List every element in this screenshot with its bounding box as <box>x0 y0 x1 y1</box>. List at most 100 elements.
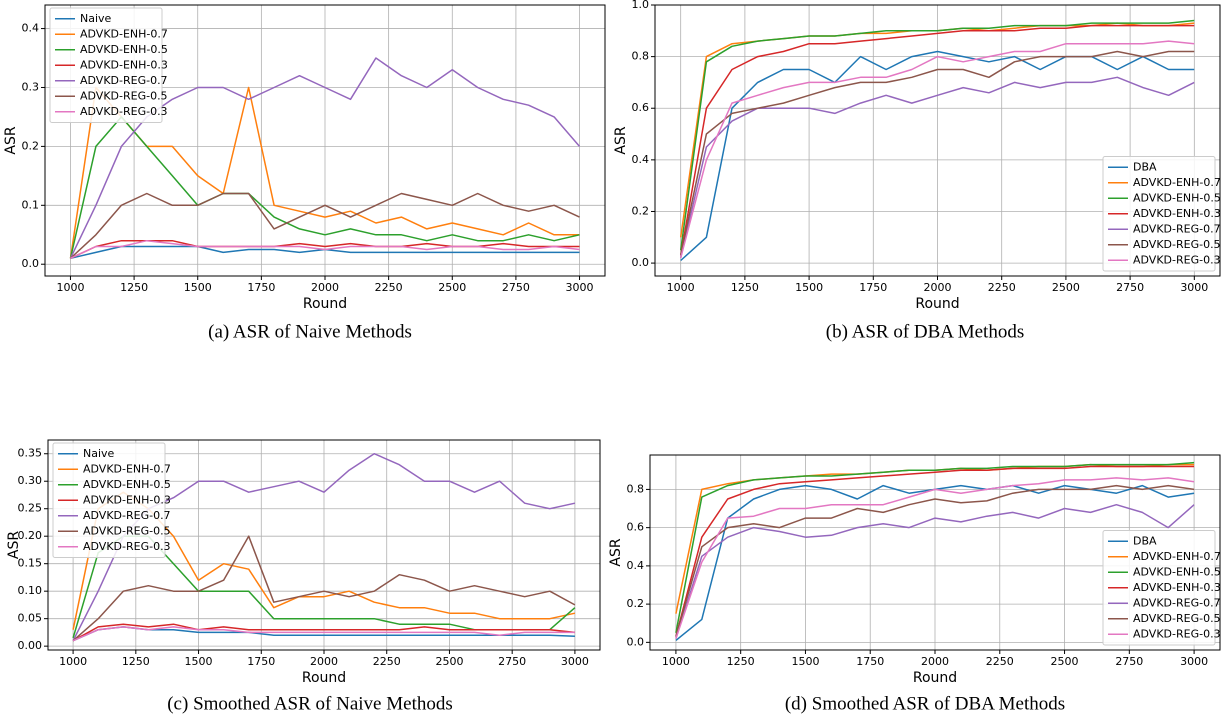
series-line <box>69 116 580 259</box>
plot-frame <box>654 4 1221 277</box>
x-tick-label: 2500 <box>438 281 466 294</box>
y-tick-label: 0.05 <box>18 612 43 625</box>
y-tick-label: 0.30 <box>18 474 43 487</box>
x-tick-label: 2000 <box>921 655 949 668</box>
legend-label: ADVKD-REG-0.5 <box>1133 612 1221 625</box>
x-tick-label: 2500 <box>1051 655 1079 668</box>
series-line <box>679 50 1195 256</box>
x-tick-label: 1000 <box>667 281 695 294</box>
x-tick-label: 3000 <box>1180 655 1208 668</box>
series-line <box>69 86 580 259</box>
y-tick-label: 0.6 <box>632 101 650 114</box>
legend-label: ADVKD-ENH-0.3 <box>83 493 171 506</box>
legend-box <box>49 7 163 123</box>
y-tick-label: 0.20 <box>18 529 43 542</box>
caption: (d) Smoothed ASR of DBA Methods <box>785 693 1065 714</box>
x-tick-label: 2750 <box>498 655 526 668</box>
chart-panel: 0.0 0.2 0.4 0.6 0.8 1000 1250 1500 1750 2000 2250 2… <box>608 454 1221 714</box>
legend-box <box>52 442 166 558</box>
y-tick-label: 0.2 <box>632 204 650 217</box>
chart-panel: 0.00 0.05 0.10 0.15 0.20 0.25 0.30 0.35 1000 1250… <box>6 439 601 714</box>
legend-label: ADVKD-REG-0.7 <box>1133 596 1221 609</box>
x-tick-label: 1750 <box>859 281 887 294</box>
legend-label: ADVKD-ENH-0.7 <box>83 462 171 475</box>
legend-label: DBA <box>1133 534 1157 547</box>
x-tick-label: 1750 <box>247 281 275 294</box>
legend-label: ADVKD-REG-0.5 <box>80 89 168 102</box>
x-tick-label: 1000 <box>56 281 84 294</box>
y-tick-label: 0.4 <box>627 559 645 572</box>
x-tick-label: 2000 <box>311 281 339 294</box>
y-tick-label: 1.0 <box>632 0 650 11</box>
legend-label: DBA <box>1133 160 1157 173</box>
x-tick-label: 1250 <box>727 655 755 668</box>
legend-label: ADVKD-ENH-0.5 <box>1133 565 1221 578</box>
x-tick-label: 3000 <box>1180 281 1208 294</box>
y-tick-label: 0.35 <box>18 447 43 460</box>
x-axis-label: Round <box>302 670 346 686</box>
plot-frame <box>649 454 1221 651</box>
x-tick-label: 2500 <box>1052 281 1080 294</box>
x-tick-label: 2250 <box>375 281 403 294</box>
y-tick-label: 0.00 <box>18 639 43 652</box>
x-tick-label: 3000 <box>561 655 589 668</box>
caption: (b) ASR of DBA Methods <box>826 321 1024 342</box>
y-axis-label: ASR <box>608 538 624 566</box>
legend-label: Naive <box>83 447 115 460</box>
y-axis-label: ASR <box>3 126 19 154</box>
y-tick-label: 0.8 <box>627 482 645 495</box>
legend: DBA ADVKD-ENH-0.7 ADVKD-ENH-0.5 ADVKD-ENH-0… <box>1102 156 1221 272</box>
series-line <box>680 50 1195 262</box>
legend-label: ADVKD-ENH-0.3 <box>80 58 168 71</box>
x-tick-label: 1250 <box>120 281 148 294</box>
legend-label: ADVKD-ENH-0.3 <box>1133 207 1221 220</box>
x-tick-label: 1500 <box>184 281 212 294</box>
y-tick-label: 0.4 <box>22 22 40 35</box>
legend-label: ADVKD-REG-0.7 <box>80 74 168 87</box>
legend-label: ADVKD-REG-0.3 <box>80 105 168 118</box>
y-tick-label: 0.0 <box>627 635 645 648</box>
y-axis-label: ASR <box>6 531 22 559</box>
legend-label: ADVKD-REG-0.7 <box>83 509 171 522</box>
legend: Naive ADVKD-ENH-0.7 ADVKD-ENH-0.5 ADVKD-ENH… <box>49 7 168 123</box>
legend-label: ADVKD-ENH-0.5 <box>1133 191 1221 204</box>
plot-frame <box>47 439 601 651</box>
legend-label: ADVKD-REG-0.5 <box>1133 238 1221 251</box>
x-axis-label: Round <box>915 296 959 312</box>
legend-label: ADVKD-ENH-0.7 <box>1133 550 1221 563</box>
legend-label: ADVKD-REG-0.3 <box>1133 627 1221 640</box>
x-tick-label: 1500 <box>791 655 819 668</box>
x-tick-label: 1500 <box>185 655 213 668</box>
y-tick-label: 0.6 <box>627 521 645 534</box>
legend-label: ADVKD-REG-0.5 <box>83 524 171 537</box>
y-tick-label: 0.2 <box>627 597 645 610</box>
caption: (c) Smoothed ASR of Naive Methods <box>167 693 453 714</box>
caption: (a) ASR of Naive Methods <box>208 321 412 342</box>
legend-box <box>1102 156 1216 272</box>
series-line <box>679 76 1195 259</box>
series-line <box>675 461 1195 633</box>
y-tick-label: 0.1 <box>22 198 40 211</box>
y-tick-label: 0.8 <box>632 50 650 63</box>
x-tick-label: 2250 <box>986 655 1014 668</box>
x-tick-label: 2250 <box>373 655 401 668</box>
x-tick-label: 1000 <box>662 655 690 668</box>
series-line <box>69 192 580 259</box>
legend-label: ADVKD-ENH-0.5 <box>83 478 171 491</box>
x-axis-label: Round <box>303 296 347 312</box>
legend-label: ADVKD-REG-0.3 <box>1133 253 1221 266</box>
series-line <box>675 465 1195 637</box>
x-tick-label: 1750 <box>856 655 884 668</box>
x-tick-label: 1250 <box>731 281 759 294</box>
x-axis-label: Round <box>913 670 957 686</box>
series-line <box>72 626 575 642</box>
legend-box <box>1102 530 1216 646</box>
y-tick-label: 0.25 <box>18 502 43 515</box>
legend-label: ADVKD-ENH-0.3 <box>1133 581 1221 594</box>
series-line <box>72 535 576 642</box>
series-line <box>72 626 575 642</box>
y-tick-label: 0.3 <box>22 80 40 93</box>
y-tick-label: 0.15 <box>18 557 43 570</box>
x-tick-label: 1250 <box>122 655 150 668</box>
legend: DBA ADVKD-ENH-0.7 ADVKD-ENH-0.5 ADVKD-ENH-0… <box>1102 530 1221 646</box>
